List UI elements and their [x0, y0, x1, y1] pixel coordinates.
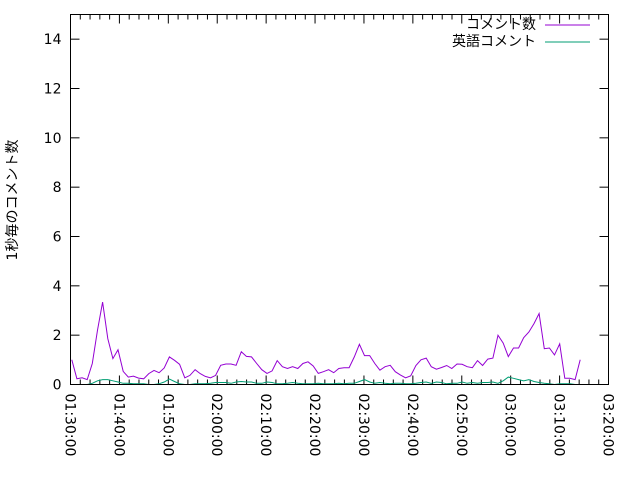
x-tick-label: 01:30:00 [62, 394, 78, 457]
x-tick-label: 01:40:00 [110, 394, 126, 457]
y-tick-label: 6 [53, 230, 62, 246]
x-tick-label: 02:00:00 [208, 394, 224, 457]
legend: コメント数 英語コメント [452, 17, 590, 50]
y-axis-title: 1秒毎のコメント数 [5, 140, 21, 261]
legend-label-comments: コメント数 [466, 17, 536, 33]
legend-label-english-comments: 英語コメント [452, 33, 536, 50]
y-tick-label: 2 [53, 328, 62, 344]
x-tick-label: 03:00:00 [502, 394, 518, 457]
y-tick-label: 8 [53, 180, 62, 196]
x-tick-label: 03:10:00 [551, 394, 567, 457]
y-tick-label: 12 [44, 82, 62, 98]
x-tick-label: 02:30:00 [355, 394, 371, 457]
y-tick-label: 0 [53, 378, 62, 394]
x-tick-label: 01:50:00 [159, 394, 175, 457]
plot-border [70, 14, 609, 385]
y-tick-label: 4 [53, 279, 62, 295]
x-tick-label: 02:40:00 [404, 394, 420, 457]
series-line-1 [71, 376, 581, 386]
x-tick-label: 03:20:00 [600, 394, 616, 457]
series-layer [71, 302, 581, 386]
y-tick-label: 10 [44, 131, 62, 147]
x-tick-label: 02:10:00 [257, 394, 273, 457]
series-line-0 [71, 302, 581, 381]
y-tick-label: 14 [44, 32, 62, 48]
x-tick-label: 02:50:00 [453, 394, 469, 457]
x-tick-label: 02:20:00 [306, 394, 322, 457]
axis-ticks: 0 2 4 6 8 10 12 14 01:30:00 01:40:00 01:50:00 02:00… [44, 14, 616, 457]
